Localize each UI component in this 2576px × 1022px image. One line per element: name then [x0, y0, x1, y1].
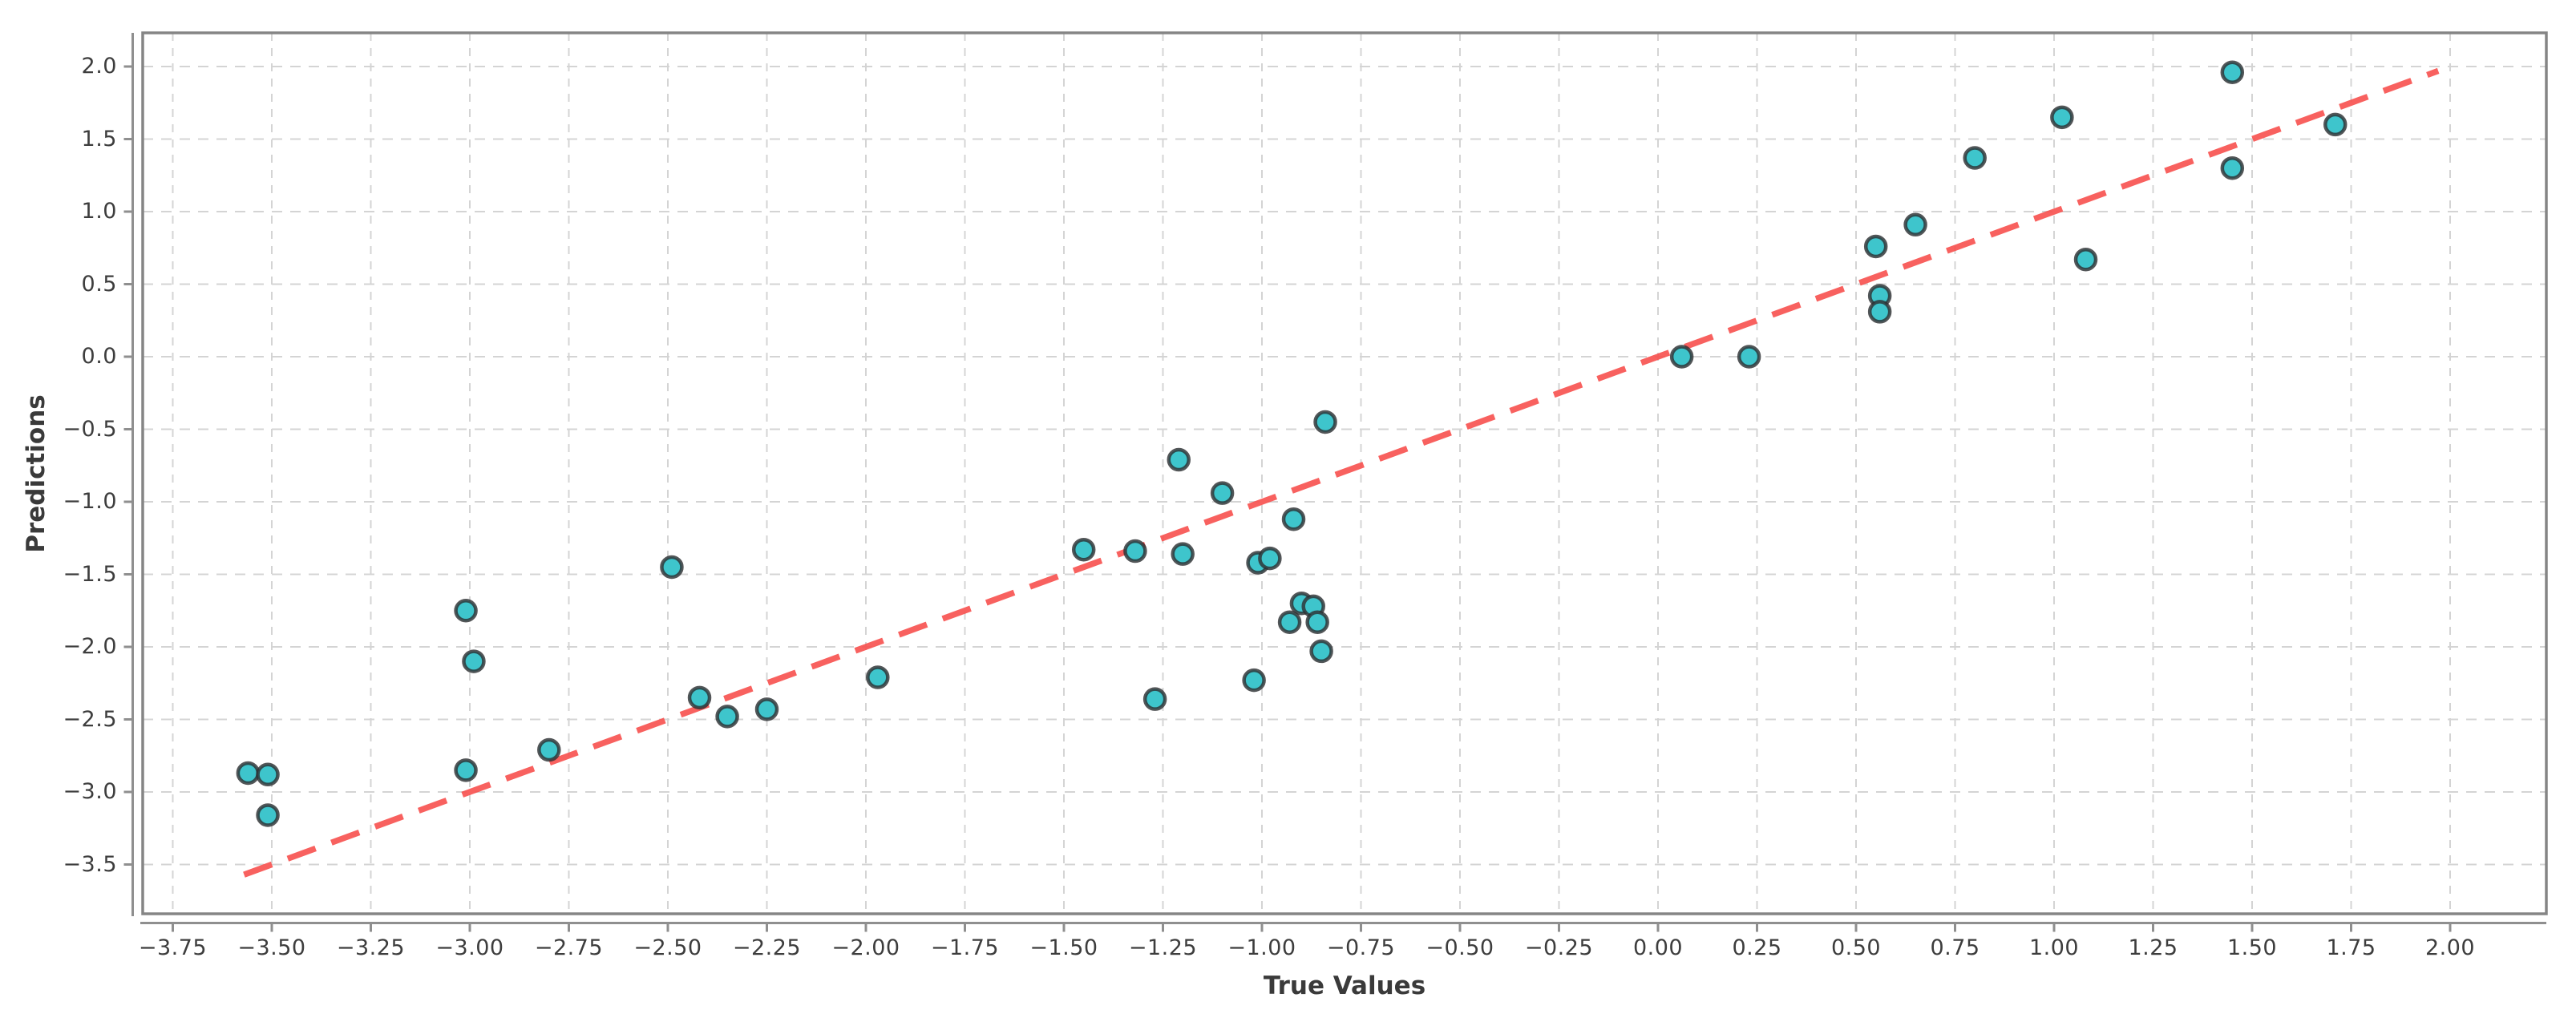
x-tick-label: −3.25	[336, 935, 406, 960]
data-point	[754, 697, 779, 721]
x-tick-label: 0.75	[1930, 935, 1980, 960]
y-tick-label: −2.0	[63, 634, 117, 659]
data-point	[1142, 687, 1167, 711]
y-tick-label: 1.5	[81, 126, 117, 151]
data-point	[1963, 146, 1987, 170]
data-point	[2073, 247, 2098, 272]
y-tick-label: −2.5	[63, 706, 117, 732]
identity-dashed-line	[243, 67, 2440, 878]
data-point	[1242, 668, 1266, 693]
x-tick-label: −2.75	[534, 935, 604, 960]
data-point	[1309, 639, 1333, 664]
data-point	[1305, 610, 1329, 634]
data-point	[1210, 481, 1235, 505]
x-tick-label: −2.50	[633, 935, 702, 960]
data-point	[1171, 542, 1195, 566]
data-point	[454, 758, 478, 782]
x-tick-label: −3.50	[237, 935, 306, 960]
data-point	[1258, 546, 1282, 571]
x-tick-label: 1.75	[2326, 935, 2376, 960]
data-point	[1071, 537, 1096, 562]
data-point	[1277, 610, 1302, 634]
x-tick-label: −0.25	[1524, 935, 1594, 960]
data-point	[2050, 105, 2074, 130]
data-point	[454, 599, 478, 623]
x-tick-label: −2.25	[732, 935, 802, 960]
data-point	[2220, 156, 2245, 180]
data-point	[866, 665, 890, 689]
x-tick-label: −1.25	[1128, 935, 1198, 960]
x-tick-label: 1.25	[2128, 935, 2178, 960]
x-tick-label: −1.50	[1029, 935, 1098, 960]
gridline-layer	[143, 33, 2546, 914]
data-point	[1281, 507, 1306, 531]
data-point	[462, 649, 486, 673]
x-tick-label: 1.00	[2028, 935, 2080, 960]
x-tick-label: −0.75	[1326, 935, 1396, 960]
x-tick-label: −1.00	[1227, 935, 1296, 960]
data-point	[2220, 60, 2245, 84]
x-tick-label: −2.00	[831, 935, 900, 960]
x-tick-label: −3.75	[138, 935, 208, 960]
y-tick-label: 2.0	[81, 54, 117, 79]
data-point	[256, 803, 280, 827]
data-point	[2323, 112, 2348, 137]
y-tick-label: −3.5	[63, 851, 117, 877]
plot-frame-border	[141, 31, 2548, 915]
data-point	[1737, 345, 1761, 369]
axis-line-layer	[123, 33, 2546, 932]
data-point	[687, 685, 712, 710]
data-point	[1167, 447, 1191, 472]
x-tick-label: −1.75	[930, 935, 1000, 960]
y-tick-label: −1.0	[63, 489, 117, 514]
data-point	[256, 762, 280, 787]
data-point	[1867, 300, 1892, 324]
x-tick-label: 0.00	[1632, 935, 1684, 960]
data-point	[1123, 539, 1147, 564]
y-tick-label: −0.5	[63, 416, 117, 442]
y-tick-label: 0.5	[81, 271, 117, 297]
y-axis-title: Predictions	[22, 394, 51, 553]
data-point	[236, 761, 261, 786]
data-point	[1669, 345, 1694, 369]
data-point	[660, 555, 684, 580]
y-tick-label: −3.0	[63, 779, 117, 804]
x-axis-title: True Values	[1263, 972, 1426, 1000]
data-point	[1313, 410, 1337, 434]
data-point	[1863, 234, 1888, 259]
x-tick-label: 1.50	[2226, 935, 2278, 960]
y-tick-label: −1.5	[63, 561, 117, 587]
x-tick-label: −3.00	[435, 935, 504, 960]
y-tick-label: 0.0	[81, 344, 117, 369]
x-tick-label: 0.50	[1830, 935, 1882, 960]
x-tick-label: 2.00	[2424, 935, 2476, 960]
data-point	[537, 737, 561, 762]
scatter-points-layer	[236, 60, 2348, 827]
x-tick-label: 0.25	[1732, 935, 1782, 960]
data-point	[715, 705, 739, 729]
x-tick-label: −0.50	[1425, 935, 1494, 960]
data-point	[1903, 212, 1927, 237]
y-tick-label: 1.0	[81, 199, 117, 224]
